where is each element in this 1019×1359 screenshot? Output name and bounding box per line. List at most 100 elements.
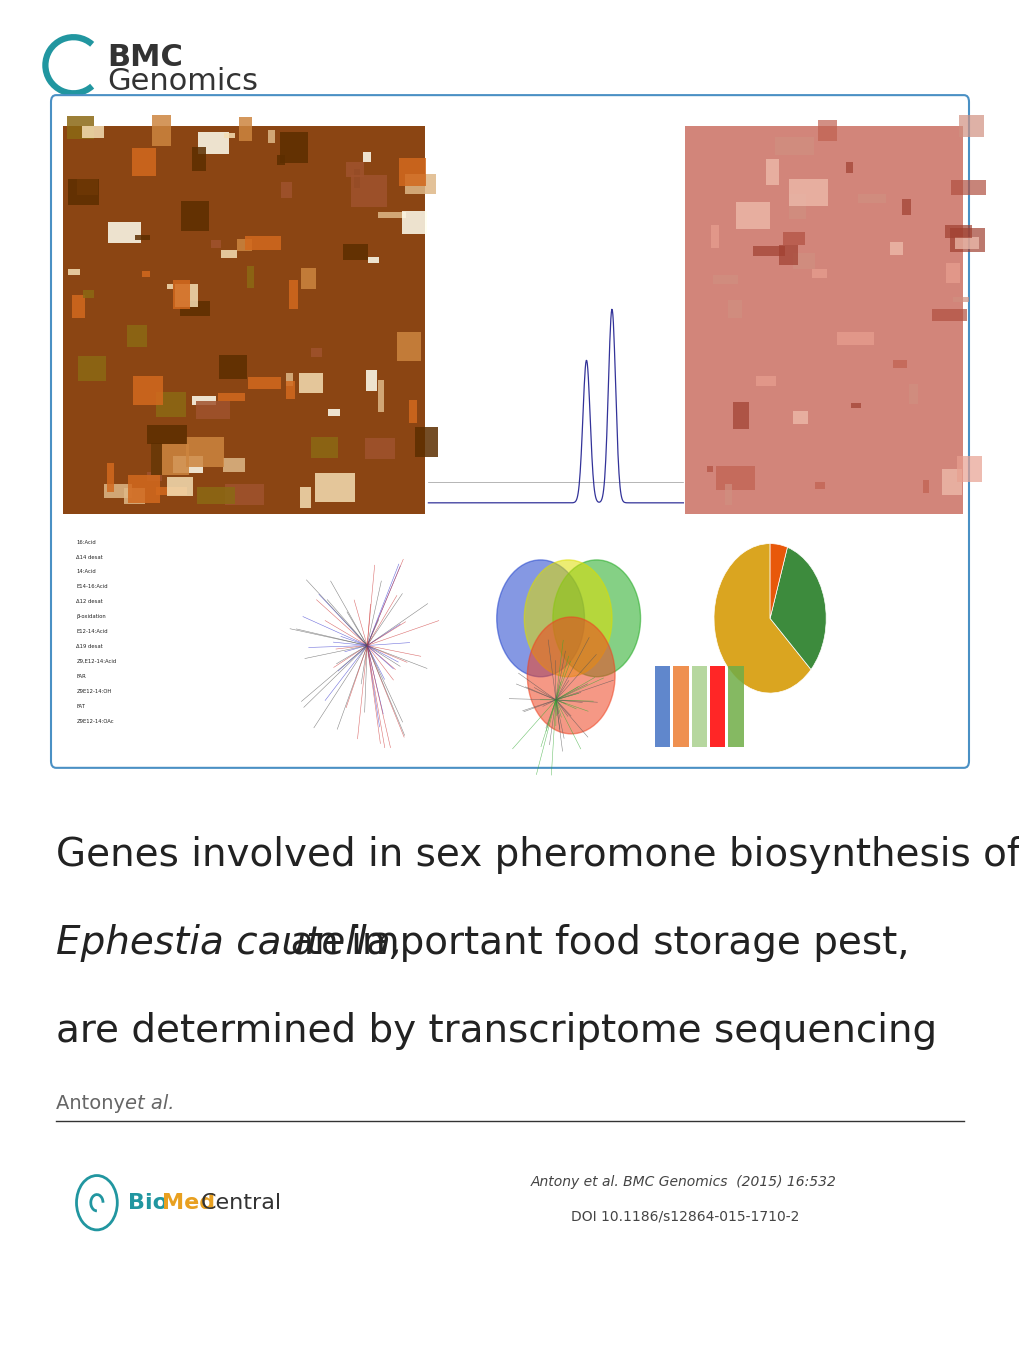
Bar — [654, 666, 669, 747]
Bar — [245, 235, 280, 250]
Bar — [219, 355, 247, 379]
Text: Δ14 desat: Δ14 desat — [76, 554, 103, 560]
Bar — [779, 245, 798, 265]
Wedge shape — [769, 544, 787, 618]
Bar — [166, 477, 194, 496]
Bar — [464, 527, 647, 752]
Bar — [673, 666, 688, 747]
Text: 14:Acid: 14:Acid — [76, 569, 96, 575]
Bar — [279, 132, 308, 163]
Bar — [710, 224, 718, 247]
Bar — [789, 194, 806, 219]
Bar — [285, 372, 292, 386]
Bar — [728, 666, 743, 747]
Bar — [378, 381, 383, 412]
Bar — [180, 201, 209, 231]
Bar — [922, 480, 927, 493]
Bar — [945, 224, 971, 238]
Bar — [63, 527, 277, 752]
Bar — [289, 280, 298, 310]
Bar — [857, 194, 886, 202]
Bar — [946, 264, 959, 283]
Bar — [247, 266, 254, 288]
Bar — [223, 458, 245, 473]
Text: Bio: Bio — [127, 1193, 167, 1212]
Bar — [174, 284, 198, 307]
Bar — [428, 126, 683, 514]
Bar — [173, 280, 190, 308]
Bar — [788, 179, 826, 205]
Bar — [736, 202, 769, 230]
Bar — [248, 376, 281, 389]
Bar — [186, 436, 224, 467]
Bar — [315, 473, 355, 501]
Bar — [197, 401, 230, 419]
Text: β-oxidation: β-oxidation — [76, 614, 106, 620]
Bar — [950, 228, 984, 253]
Text: Δ19 desat: Δ19 desat — [76, 644, 103, 650]
Bar — [733, 401, 748, 428]
Bar — [72, 295, 86, 318]
Bar — [300, 372, 323, 393]
Bar — [401, 212, 427, 234]
Text: et al.: et al. — [125, 1094, 175, 1113]
Bar — [167, 284, 173, 289]
Bar — [224, 484, 263, 504]
Bar — [709, 666, 725, 747]
Text: Ephestia cautella,: Ephestia cautella, — [56, 924, 403, 962]
Text: Z9,E12-14:Acid: Z9,E12-14:Acid — [76, 659, 116, 665]
Bar — [218, 393, 245, 401]
Bar — [902, 198, 910, 215]
Bar — [108, 223, 141, 243]
Circle shape — [496, 560, 584, 677]
FancyBboxPatch shape — [51, 95, 968, 768]
Text: BMC: BMC — [107, 42, 182, 72]
Bar — [367, 257, 378, 264]
Bar — [409, 400, 417, 423]
Bar — [135, 235, 150, 239]
Bar — [365, 438, 395, 458]
Text: Antony et al. BMC Genomics  (2015) 16:532: Antony et al. BMC Genomics (2015) 16:532 — [530, 1176, 836, 1189]
Bar — [941, 469, 961, 495]
Bar — [956, 455, 981, 482]
Bar — [220, 250, 237, 258]
Bar — [954, 238, 978, 249]
Bar — [77, 179, 99, 194]
Text: 16:Acid: 16:Acid — [76, 540, 96, 545]
Bar — [68, 269, 81, 275]
Bar — [311, 438, 337, 458]
Text: Z9E12-14:OAc: Z9E12-14:OAc — [76, 719, 114, 724]
Bar — [765, 159, 779, 185]
Bar — [77, 356, 106, 381]
Bar — [301, 268, 315, 288]
Bar — [817, 120, 836, 141]
Text: Z9E12-14:OH: Z9E12-14:OH — [76, 689, 112, 694]
Bar — [277, 527, 461, 752]
Bar — [238, 117, 252, 141]
Bar — [192, 397, 216, 405]
Bar — [107, 463, 113, 492]
Bar — [151, 444, 189, 474]
Bar — [127, 476, 160, 503]
Bar — [846, 162, 852, 173]
Bar — [173, 455, 203, 473]
Bar — [714, 466, 754, 489]
Bar — [405, 174, 436, 194]
Text: DOI 10.1186/s12864-015-1710-2: DOI 10.1186/s12864-015-1710-2 — [571, 1210, 799, 1223]
Text: an important food storage pest,: an important food storage pest, — [278, 924, 909, 962]
Text: E12-14:Acid: E12-14:Acid — [76, 629, 108, 635]
Bar — [147, 425, 186, 444]
Bar — [950, 179, 984, 194]
Bar — [351, 175, 387, 207]
Bar — [82, 125, 103, 137]
Bar — [415, 427, 438, 457]
Bar — [814, 482, 823, 489]
Bar — [889, 242, 903, 255]
Bar — [691, 666, 706, 747]
Text: FAT: FAT — [76, 704, 86, 709]
Bar — [958, 116, 982, 137]
Bar — [236, 239, 252, 251]
Bar — [198, 132, 229, 155]
Bar — [931, 310, 966, 321]
Bar — [192, 147, 206, 171]
